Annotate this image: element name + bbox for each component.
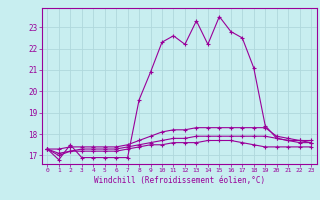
X-axis label: Windchill (Refroidissement éolien,°C): Windchill (Refroidissement éolien,°C)	[94, 176, 265, 185]
